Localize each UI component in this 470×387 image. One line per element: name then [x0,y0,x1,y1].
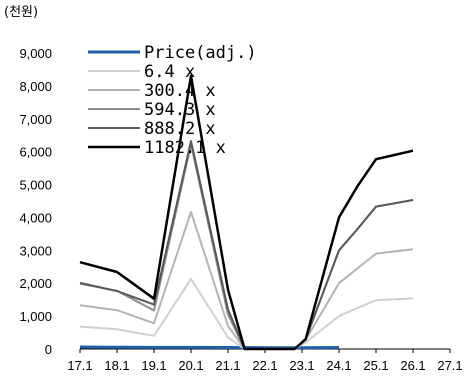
axes: 0 1,000 2,000 3,000 4,000 5,000 6,000 7,000 8,00… [19,46,462,373]
x-tick-label: 25.1 [363,358,388,373]
y-tick-label: 0 [45,342,52,357]
x-tick-label: 18.1 [104,358,129,373]
series-layer [79,74,414,351]
legend-label: 6.4 x [144,62,195,82]
y-tick-label: 4,000 [19,210,52,225]
x-tick-label: 27.1 [437,358,462,373]
y-tick-label: 1,000 [19,309,52,324]
series-line-1182-1-x [79,74,414,351]
legend-label: 594.3 x [144,100,216,120]
x-tick-label: 17.1 [67,358,92,373]
legend-label: 1182.1 x [144,138,226,158]
legend-label: Price(adj.) [144,43,257,63]
unit-label: (천원) [4,5,38,20]
y-tick-label: 6,000 [19,145,52,160]
x-tick-label: 19.1 [141,358,166,373]
x-tick-label: 20.1 [178,358,203,373]
legend-label: 300.4 x [144,81,216,101]
x-tick-label: 22.1 [252,358,277,373]
x-tick-label: 21.1 [215,358,240,373]
y-tick-label: 9,000 [19,46,52,61]
x-tick-label: 23.1 [289,358,314,373]
y-tick-label: 5,000 [19,178,52,193]
x-tick-label: 26.1 [400,358,425,373]
y-tick-label: 8,000 [19,79,52,94]
x-tick-label: 24.1 [326,358,351,373]
series-line-price-adj- [79,345,340,350]
y-tick-label: 3,000 [19,243,52,258]
legend-label: 888.2 x [144,119,216,139]
y-tick-label: 7,000 [19,112,52,127]
series-line-888-2-x [79,140,414,350]
y-tick-label: 2,000 [19,276,52,291]
series-line-594-3-x [79,143,414,350]
